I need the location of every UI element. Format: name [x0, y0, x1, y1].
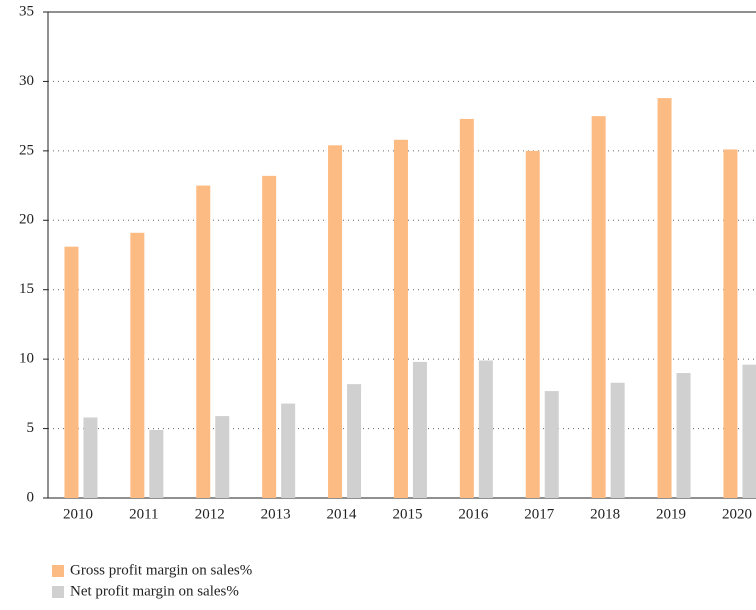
- legend-swatch: [52, 565, 64, 577]
- bar: [196, 185, 211, 499]
- y-tick-label: 5: [27, 420, 35, 436]
- bar: [412, 361, 427, 498]
- bar: [525, 150, 540, 498]
- bar: [742, 364, 756, 498]
- bar: [149, 429, 164, 498]
- x-tick-label: 2018: [590, 506, 620, 522]
- y-tick-label: 20: [19, 212, 34, 228]
- x-tick-label: 2013: [261, 506, 291, 522]
- bar: [610, 382, 625, 498]
- bar: [657, 98, 672, 498]
- bar: [130, 232, 145, 499]
- bar: [328, 145, 343, 498]
- y-tick-label: 30: [19, 73, 34, 89]
- bar: [64, 246, 79, 498]
- bar: [591, 116, 606, 499]
- bar: [347, 384, 362, 498]
- x-tick-label: 2011: [129, 506, 158, 522]
- bar: [676, 373, 691, 498]
- legend-label: Net profit margin on sales%: [70, 583, 239, 599]
- bar: [478, 360, 493, 498]
- legend-swatch: [52, 586, 64, 598]
- bar: [723, 149, 738, 498]
- y-tick-label: 25: [19, 142, 34, 158]
- bar: [262, 175, 277, 498]
- x-tick-label: 2015: [392, 506, 422, 522]
- bar: [544, 391, 559, 498]
- y-tick-label: 15: [19, 281, 34, 297]
- x-tick-label: 2014: [327, 506, 358, 522]
- x-tick-label: 2019: [656, 506, 686, 522]
- x-tick-label: 2016: [458, 506, 489, 522]
- y-tick-label: 0: [27, 489, 35, 505]
- bar: [281, 403, 296, 498]
- x-tick-label: 2017: [524, 506, 555, 522]
- x-tick-label: 2010: [63, 506, 93, 522]
- x-tick-label: 2020: [722, 506, 752, 522]
- bar: [83, 417, 98, 498]
- bar: [459, 118, 474, 499]
- y-tick-label: 35: [19, 3, 34, 19]
- bar: [215, 416, 230, 498]
- legend-label: Gross profit margin on sales%: [70, 562, 252, 578]
- x-tick-label: 2012: [195, 506, 225, 522]
- bar: [393, 139, 408, 498]
- y-tick-label: 10: [19, 351, 34, 367]
